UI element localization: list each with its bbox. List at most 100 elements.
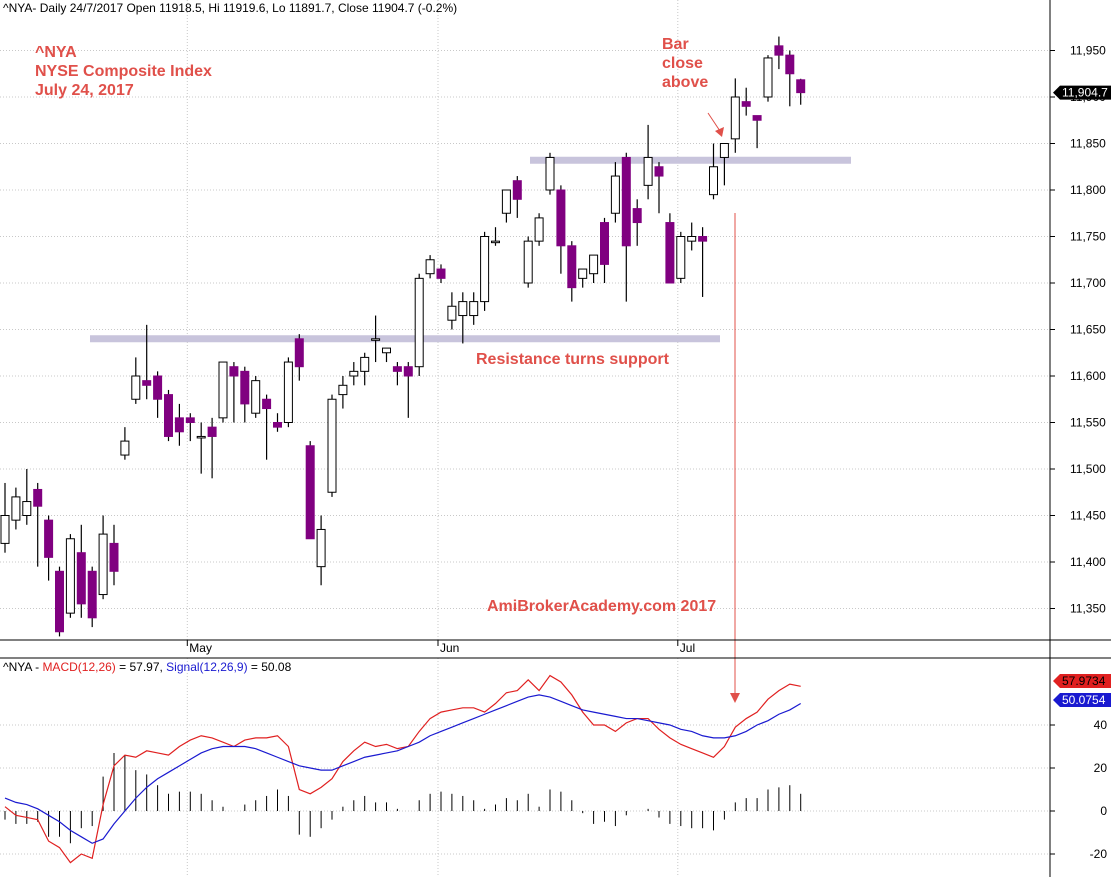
watermark-text: AmiBrokerAcademy.com 2017 xyxy=(487,598,717,615)
candle-body xyxy=(87,570,97,619)
candle-body xyxy=(687,236,697,242)
macd-y-tick-label: 40 xyxy=(1094,718,1108,732)
title-index-name: NYSE Composite Index xyxy=(35,63,212,80)
candle-body xyxy=(349,370,359,377)
candle-body xyxy=(131,375,141,400)
signal-value-badge-text: 50.0754 xyxy=(1062,693,1106,707)
macd-y-tick-label: 20 xyxy=(1094,761,1108,775)
y-tick-label: 11,500 xyxy=(1070,462,1106,476)
candle-body xyxy=(240,370,250,405)
candle-body xyxy=(142,380,152,386)
macd-symbol: ^NYA xyxy=(3,660,32,674)
x-tick-label: Jun xyxy=(440,641,459,655)
candle-body xyxy=(294,338,304,368)
chart-title-block: ^NYA NYSE Composite Index July 24, 2017 xyxy=(35,43,212,100)
candle-body xyxy=(371,338,381,341)
bar-close-line-3: above xyxy=(662,74,709,91)
y-tick-label: 11,400 xyxy=(1070,555,1106,569)
candle-body xyxy=(763,57,773,98)
candle-body xyxy=(0,515,10,544)
candle-body xyxy=(480,236,490,303)
candle-body xyxy=(741,101,751,107)
candle-body xyxy=(523,240,533,284)
macd-histogram xyxy=(4,752,802,844)
candle-body xyxy=(218,361,228,419)
macd-value-badge xyxy=(1053,674,1111,688)
last-close-badge xyxy=(1053,85,1111,100)
annotation-arrows xyxy=(707,112,740,703)
candle-body xyxy=(556,189,566,247)
candle-body xyxy=(65,538,75,614)
candle-body xyxy=(316,528,326,568)
candle-body xyxy=(589,254,599,275)
y-tick-label: 11,750 xyxy=(1070,230,1106,244)
candle-body xyxy=(796,79,806,94)
candle-body xyxy=(403,366,413,377)
candle-body xyxy=(567,245,577,289)
candle-body xyxy=(512,180,522,200)
candle-body xyxy=(621,156,631,247)
candle-body xyxy=(164,394,173,437)
last-close-badge-text: 11,904.7 xyxy=(1062,86,1108,100)
candle-body xyxy=(55,570,64,633)
candle-body xyxy=(262,398,272,410)
candle-body xyxy=(469,301,479,317)
candle-body xyxy=(273,422,282,428)
candle-body xyxy=(774,45,784,56)
candle-body xyxy=(207,426,217,437)
candle-body xyxy=(327,398,337,493)
candle-body xyxy=(578,268,588,279)
candle-body xyxy=(338,384,348,396)
candle-body xyxy=(654,166,664,177)
x-tick-label: May xyxy=(189,641,212,655)
candle-body xyxy=(665,222,675,284)
candle-body xyxy=(458,301,468,317)
candle-body xyxy=(109,542,119,572)
y-tick-label: 11,550 xyxy=(1070,416,1106,430)
candle-body xyxy=(11,496,21,521)
candle-body xyxy=(545,156,555,191)
candle-body xyxy=(174,417,184,433)
y-tick-label: 11,450 xyxy=(1070,509,1106,523)
macd-header: ^NYA - MACD(12,26) = 57.97, Signal(12,26… xyxy=(3,660,291,674)
bar-arrow-line xyxy=(707,112,721,132)
y-axis-ticks: 11,350 11,400 11,450 11,500 11,550 11,600 11,6… xyxy=(1050,44,1108,861)
macd-line xyxy=(4,674,801,864)
candle-body xyxy=(534,217,544,242)
candle-body xyxy=(643,156,653,186)
y-tick-label: 11,950 xyxy=(1070,44,1106,58)
main-symbol: ^NYA xyxy=(3,1,33,15)
down-arrow-head xyxy=(730,693,740,703)
candle-body xyxy=(436,268,446,279)
value-badges: 11,904.7 57.9734 50.0754 xyxy=(1053,85,1111,707)
signal-line xyxy=(4,694,802,844)
bar-arrow-head xyxy=(715,127,724,137)
y-tick-label: 11,850 xyxy=(1070,137,1106,151)
candles xyxy=(0,36,806,637)
signal-label: Signal(12,26,9) xyxy=(166,660,248,674)
candle-body xyxy=(719,143,729,158)
y-tick-label: 11,700 xyxy=(1070,276,1106,290)
macd-dash: - xyxy=(31,660,43,674)
resistance-annotation: Resistance turns support xyxy=(476,351,669,368)
macd-y-tick-label: -20 xyxy=(1090,847,1108,861)
candle-body xyxy=(283,361,293,423)
signal-value: = 50.08 xyxy=(247,660,292,674)
title-date: July 24, 2017 xyxy=(35,82,134,99)
candle-body xyxy=(22,501,32,516)
candle-body xyxy=(414,277,424,368)
x-tick-label: Jul xyxy=(680,641,695,655)
candle-body xyxy=(501,189,511,214)
candle-body xyxy=(33,488,43,507)
y-tick-label: 11,350 xyxy=(1070,602,1106,616)
macd-label: MACD(12,26) xyxy=(42,660,116,674)
x-axis-ticks: May Jun Jul xyxy=(186,640,695,655)
candle-body xyxy=(447,305,457,321)
bar-close-line-1: Bar xyxy=(662,36,689,53)
candle-body xyxy=(698,236,708,242)
candle-body xyxy=(153,375,163,400)
candle-body xyxy=(600,222,609,265)
main-chart-header: ^NYA- Daily 24/7/2017 Open 11918.5, Hi 1… xyxy=(3,1,457,15)
candle-body xyxy=(676,236,686,279)
